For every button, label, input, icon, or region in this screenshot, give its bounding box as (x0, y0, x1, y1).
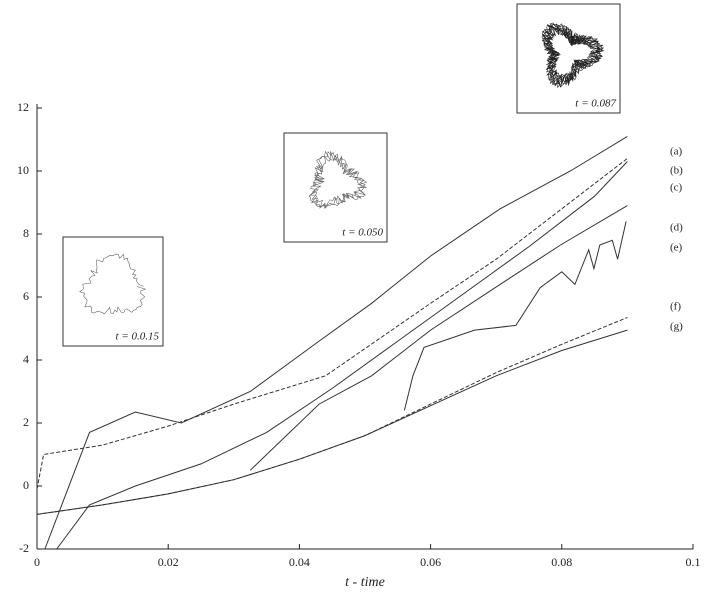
series-line (403, 221, 627, 411)
inset-box (62, 236, 164, 347)
x-axis-label: t - time (345, 575, 385, 590)
y-tick-label: 6 (23, 289, 29, 303)
series-line (56, 161, 628, 550)
y-tick-label: 10 (17, 163, 29, 177)
inset-curve (541, 22, 605, 89)
y-tick-label: 12 (17, 100, 29, 114)
x-tick-label: 0.06 (420, 555, 441, 569)
inset-curve (308, 150, 367, 210)
series-line (36, 329, 628, 515)
y-tick-label: -2 (19, 541, 29, 555)
series-label: (b) (670, 165, 683, 177)
x-tick-label: 0 (34, 555, 40, 569)
x-tick-label: 0.04 (289, 555, 310, 569)
inset-label: t = 0.087 (575, 98, 616, 110)
series-label: (f) (670, 301, 681, 313)
series-line (44, 135, 628, 550)
inset-curve (79, 253, 147, 315)
inset-box (516, 3, 621, 114)
x-tick-label: 0.02 (158, 555, 179, 569)
x-tick-label: 0.08 (551, 555, 572, 569)
series-label: (c) (670, 182, 683, 194)
y-tick-label: 8 (23, 226, 29, 240)
y-tick-label: 0 (23, 478, 29, 492)
series-label: (g) (670, 321, 683, 333)
x-tick-label: 0.1 (686, 555, 701, 569)
series-label: (a) (670, 146, 683, 158)
series-label: (e) (670, 242, 683, 254)
inset-box (283, 132, 388, 243)
series-line (249, 205, 628, 471)
inset-label: t = 0.0.15 (116, 331, 160, 343)
y-tick-label: 2 (23, 415, 29, 429)
series-line (36, 158, 628, 490)
series-label: (d) (670, 222, 683, 234)
inset-label: t = 0.050 (342, 227, 383, 239)
y-tick-label: 4 (23, 352, 29, 366)
